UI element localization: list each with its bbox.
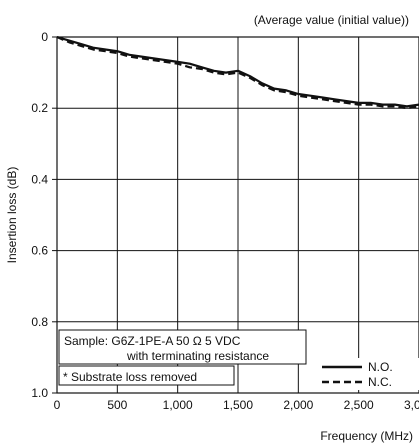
series-line-no [56,35,419,108]
x-tick-label: 0 [54,398,61,412]
y-tick-label: 0.8 [31,315,48,329]
substrate-note: * Substrate loss removed [63,370,197,384]
legend-label-no: N.O. [368,360,393,374]
x-tick-label: 1,500 [223,398,253,412]
x-tick-label: 2,500 [344,398,374,412]
series-line-nc [56,35,419,110]
y-tick-label: 0 [41,30,48,44]
x-tick-label: 3,000 [404,398,419,412]
y-tick-label: 0.6 [31,244,48,258]
y-tick-label: 0.4 [31,172,48,186]
x-tick-labels: 0 500 1,000 1,500 2,000 2,500 3,000 [54,398,419,412]
x-axis-title: Frequency (MHz) [320,429,413,443]
x-tick-label: 500 [107,398,127,412]
y-tick-label: 0.2 [31,101,48,115]
sample-line-2: with terminating resistance [126,349,269,363]
legend-label-nc: N.C. [368,375,392,389]
y-tick-label: 1.0 [31,386,48,400]
legend: N.O. N.C. [318,358,419,390]
header-note: (Average value (initial value)) [254,13,409,27]
series-group [56,35,419,110]
y-axis-title: Insertion loss (dB) [5,167,19,264]
legend-background [318,358,419,390]
grid [57,37,419,393]
substrate-box [58,365,235,386]
x-tick-label: 2,000 [283,398,313,412]
sample-box [58,329,307,365]
x-tick-label: 1,000 [163,398,193,412]
plot-frame [56,36,419,394]
y-tick-labels: 0 0.2 0.4 0.6 0.8 1.0 [31,30,57,400]
sample-line-1: Sample: G6Z-1PE-A 50 Ω 5 VDC [64,334,241,348]
